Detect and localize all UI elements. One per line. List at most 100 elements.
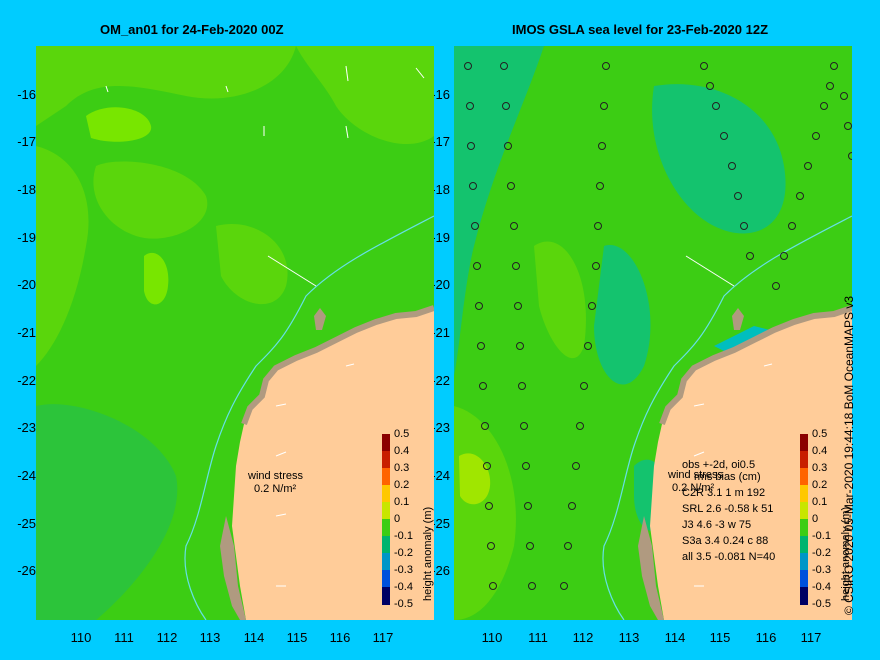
y-tick-label: -17 bbox=[431, 134, 450, 149]
colorbar-segment bbox=[382, 519, 390, 536]
colorbar-segment bbox=[800, 587, 808, 605]
anomaly-patch bbox=[459, 453, 491, 505]
colorbar-tick: 0.4 bbox=[394, 445, 409, 457]
anomaly-patch bbox=[216, 224, 288, 305]
anomaly-patch bbox=[86, 107, 152, 142]
anomaly-patch bbox=[93, 161, 208, 239]
anomaly-patch bbox=[36, 404, 178, 620]
shelf-contour bbox=[184, 215, 434, 620]
y-tick-label: -20 bbox=[17, 277, 36, 292]
colorbar-tick: 0.2 bbox=[394, 479, 409, 491]
left-panel-title: OM_an01 for 24-Feb-2020 00Z bbox=[100, 22, 284, 37]
y-tick-label: -21 bbox=[17, 325, 36, 340]
stats-row: SRL 2.6 -0.58 k 51 bbox=[682, 503, 773, 515]
anomaly-patch bbox=[652, 84, 786, 234]
model-sea-level-map: wind stress 0.2 N/m² 0.5 0.4 0.3 0.2 0.1… bbox=[36, 46, 434, 620]
colorbar-tick: -0.2 bbox=[394, 547, 413, 559]
y-tick-label: -23 bbox=[431, 420, 450, 435]
y-tick-label: -24 bbox=[17, 468, 36, 483]
colorbar-tick: -0.1 bbox=[812, 530, 831, 542]
x-tick-label: 117 bbox=[800, 630, 822, 645]
colorbar-tick: -0.3 bbox=[812, 564, 831, 576]
y-tick-label: -20 bbox=[431, 277, 450, 292]
anomaly-patch bbox=[144, 252, 169, 305]
shelf-contour bbox=[602, 215, 852, 620]
y-tick-label: -16 bbox=[431, 87, 450, 102]
y-tick-label: -26 bbox=[431, 563, 450, 578]
y-tick-label: -25 bbox=[17, 516, 36, 531]
altimeter-tracks bbox=[464, 62, 852, 590]
colorbar-tick: -0.4 bbox=[394, 581, 413, 593]
colorbar-segment bbox=[382, 587, 390, 605]
y-tick-label: -18 bbox=[431, 182, 450, 197]
stats-table: obs +-2d, oi0.5 rms bias (cm) C2R 3.1 1 … bbox=[682, 459, 775, 563]
x-tick-label: 114 bbox=[664, 630, 686, 645]
colorbar-tick: 0.5 bbox=[394, 428, 409, 440]
right-panel-title: IMOS GSLA sea level for 23-Feb-2020 12Z bbox=[512, 22, 769, 37]
colorbar-tick: 0.5 bbox=[812, 428, 827, 440]
colorbar-segment bbox=[382, 502, 390, 519]
colorbar-tick: 0.1 bbox=[394, 496, 409, 508]
anomaly-patch bbox=[454, 46, 544, 376]
colorbar-segment bbox=[382, 468, 390, 485]
colorbar: 0.5 0.4 0.3 0.2 0.1 0 -0.1 -0.2 -0.3 -0.… bbox=[800, 428, 852, 610]
colorbar-tick: -0.4 bbox=[812, 581, 831, 593]
x-tick-label: 116 bbox=[755, 630, 777, 645]
stats-row: J3 4.6 -3 w 75 bbox=[682, 519, 751, 531]
colorbar-segment bbox=[382, 485, 390, 502]
y-tick-label: -16 bbox=[17, 87, 36, 102]
colorbar: 0.5 0.4 0.3 0.2 0.1 0 -0.1 -0.2 -0.3 -0.… bbox=[382, 428, 434, 610]
colorbar-segment bbox=[800, 553, 808, 570]
colorbar-segment bbox=[382, 570, 390, 587]
x-tick-label: 112 bbox=[156, 630, 178, 645]
coastline bbox=[638, 516, 664, 620]
coastline bbox=[659, 305, 852, 426]
y-tick-label: -24 bbox=[431, 468, 450, 483]
wind-arrows bbox=[685, 255, 773, 587]
colorbar-segment bbox=[382, 553, 390, 570]
colorbar-tick: 0 bbox=[812, 513, 818, 525]
y-tick-label: -17 bbox=[17, 134, 36, 149]
colorbar-segment bbox=[382, 451, 390, 468]
island bbox=[732, 308, 744, 330]
x-tick-label: 114 bbox=[243, 630, 265, 645]
y-tick-label: -18 bbox=[17, 182, 36, 197]
x-tick-label: 113 bbox=[199, 630, 221, 645]
colorbar-segment bbox=[800, 570, 808, 587]
observed-sea-level-map: wind stress 0.2 N/m² obs +-2d, oi0.5 rms… bbox=[454, 46, 852, 620]
colorbar-segment bbox=[800, 451, 808, 468]
coastline bbox=[241, 305, 434, 426]
y-tick-label: -21 bbox=[431, 325, 450, 340]
colorbar-tick: 0.3 bbox=[812, 462, 827, 474]
colorbar-tick: -0.1 bbox=[394, 530, 413, 542]
colorbar-tick: 0 bbox=[394, 513, 400, 525]
y-tick-label: -23 bbox=[17, 420, 36, 435]
y-tick-label: -26 bbox=[17, 563, 36, 578]
colorbar-segment bbox=[800, 468, 808, 485]
anomaly-patch bbox=[534, 241, 586, 359]
anomaly-patch bbox=[594, 245, 651, 385]
y-tick-label: -19 bbox=[17, 230, 36, 245]
x-tick-label: 113 bbox=[618, 630, 640, 645]
y-tick-label: -19 bbox=[431, 230, 450, 245]
y-tick-label: -22 bbox=[431, 373, 450, 388]
colorbar-tick: 0.2 bbox=[812, 479, 827, 491]
wind-stress-label: wind stress bbox=[667, 469, 724, 481]
wind-stress-scale: 0.2 N/m² bbox=[672, 482, 715, 494]
anomaly-patch bbox=[36, 46, 296, 126]
colorbar-tick: -0.5 bbox=[812, 598, 831, 610]
colorbar-segment bbox=[800, 485, 808, 502]
stats-row: all 3.5 -0.081 N=40 bbox=[682, 551, 775, 563]
x-tick-label: 115 bbox=[709, 630, 731, 645]
colorbar-label: height anomaly (m) bbox=[422, 507, 434, 601]
x-tick-label: 117 bbox=[372, 630, 394, 645]
credit-text: © CSIRO 2020 05-Mar-2020 19:44:18 BoM Oc… bbox=[842, 295, 856, 615]
colorbar-segment bbox=[800, 502, 808, 519]
y-tick-label: -25 bbox=[431, 516, 450, 531]
stats-row: C2R 3.1 1 m 192 bbox=[682, 487, 765, 499]
x-tick-label: 110 bbox=[70, 630, 92, 645]
colorbar-segment bbox=[800, 536, 808, 553]
y-tick-label: -22 bbox=[17, 373, 36, 388]
x-tick-label: 111 bbox=[114, 630, 134, 645]
colorbar-segment bbox=[382, 434, 390, 451]
